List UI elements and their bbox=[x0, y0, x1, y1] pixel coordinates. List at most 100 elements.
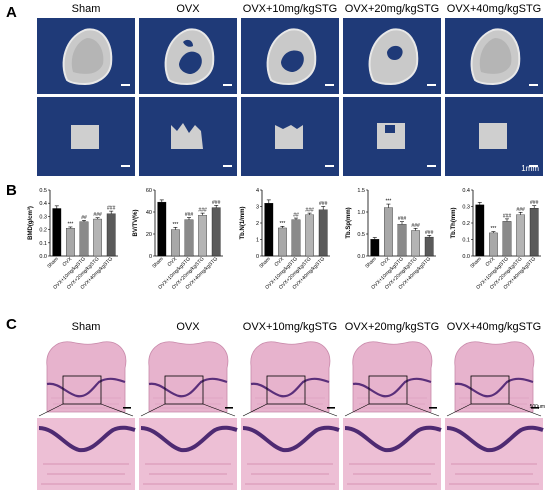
significance-0-4: ### bbox=[107, 206, 116, 212]
significance-2-2: ## bbox=[293, 213, 299, 219]
y-tick-label-0-1: 0.1 bbox=[39, 241, 47, 247]
bar-chart-0: 0.00.10.20.30.40.5BMD(g/cm³)Sham***OVX##… bbox=[27, 188, 118, 291]
bar-1-4 bbox=[211, 207, 221, 257]
y-axis-label-4: Tb.Th(mm) bbox=[451, 208, 457, 239]
bar-1-1 bbox=[171, 229, 180, 257]
he-zoom-marrow-1 bbox=[143, 463, 233, 485]
y-tick-label-0-5: 0.5 bbox=[39, 188, 47, 194]
group-header-c-sham: Sham bbox=[71, 321, 101, 333]
y-tick-label-2-2: 2 bbox=[256, 221, 259, 227]
y-tick-label-1-0: 0 bbox=[149, 254, 152, 260]
y-tick-label-4-4: 0.4 bbox=[462, 188, 470, 194]
he-zoom-line-right-4 bbox=[508, 403, 542, 417]
ct-top-10 bbox=[241, 18, 339, 94]
ct-top-sham bbox=[37, 18, 135, 94]
y-tick-label-1-2: 40 bbox=[146, 210, 152, 216]
significance-4-1: *** bbox=[490, 226, 496, 232]
group-header-a-10: OVX+10mg/kgSTG bbox=[242, 3, 338, 15]
significance-1-4: ### bbox=[212, 200, 221, 206]
y-tick-label-0-4: 0.4 bbox=[39, 201, 47, 207]
he-scale-bar-3 bbox=[429, 407, 437, 409]
he-group-3 bbox=[343, 336, 442, 490]
he-zoom-line-right-3 bbox=[406, 403, 440, 417]
bar-3-3 bbox=[411, 230, 420, 257]
y-tick-label-1-3: 60 bbox=[146, 188, 152, 194]
ct-scale-label: 1mm bbox=[521, 164, 539, 173]
significance-4-3: ### bbox=[516, 207, 525, 213]
y-tick-label-3-1: 0.5 bbox=[357, 232, 365, 238]
he-zoom-box-4 bbox=[470, 375, 510, 405]
significance-0-2: ## bbox=[81, 215, 87, 221]
significance-0-3: ### bbox=[93, 212, 102, 218]
y-tick-label-2-1: 1 bbox=[256, 238, 259, 244]
he-zoom-line-left-2 bbox=[242, 403, 268, 417]
significance-2-1: *** bbox=[279, 221, 285, 227]
panel-label-b: B bbox=[6, 182, 17, 199]
he-zoom-plate-4 bbox=[446, 425, 544, 453]
he-scale-bar-2 bbox=[327, 407, 335, 409]
significance-1-3: ### bbox=[198, 208, 207, 214]
he-zoom-box-3 bbox=[368, 375, 408, 405]
ct-top-images bbox=[37, 18, 543, 94]
bar-0-3 bbox=[93, 218, 102, 257]
bar-2-1 bbox=[278, 227, 287, 257]
ct-top-40 bbox=[445, 18, 543, 94]
he-zoom-plate-0 bbox=[38, 425, 136, 453]
significance-3-4: ### bbox=[425, 230, 434, 236]
group-header-c-40: OVX+40mg/kgSTG bbox=[446, 321, 542, 333]
he-bone-0 bbox=[46, 341, 127, 413]
bar-3-1 bbox=[384, 207, 393, 257]
ct-bottom-40 bbox=[445, 97, 543, 176]
ct-bottom-10 bbox=[241, 97, 339, 176]
bar-4-1 bbox=[489, 232, 498, 257]
he-zoom-line-right-0 bbox=[100, 403, 134, 417]
he-bone-4 bbox=[454, 341, 535, 413]
y-tick-label-4-2: 0.2 bbox=[462, 221, 470, 227]
group-header-a-20: OVX+20mg/kgSTG bbox=[344, 3, 440, 15]
he-panel: 500μm bbox=[37, 336, 545, 491]
he-zoom-marrow-0 bbox=[41, 463, 131, 485]
he-group-0 bbox=[37, 336, 136, 490]
y-tick-label-3-2: 1.0 bbox=[357, 210, 365, 216]
x-tick-label-2-0: Sham bbox=[258, 256, 271, 269]
he-scale-bar-1 bbox=[225, 407, 233, 409]
significance-1-2: ### bbox=[185, 212, 194, 218]
he-bone-1 bbox=[148, 341, 229, 413]
significance-3-3: ### bbox=[411, 223, 420, 229]
bar-2-4 bbox=[318, 209, 328, 257]
he-zoom-line-left-3 bbox=[344, 403, 370, 417]
bar-4-4 bbox=[529, 207, 539, 257]
x-tick-label-1-0: Sham bbox=[151, 256, 164, 269]
y-tick-label-0-3: 0.3 bbox=[39, 214, 47, 220]
he-group-4 bbox=[445, 336, 544, 490]
y-tick-label-2-4: 4 bbox=[256, 188, 259, 194]
ct-bottom-sham bbox=[37, 97, 135, 176]
he-group-2 bbox=[241, 336, 340, 490]
y-tick-label-1-1: 20 bbox=[146, 232, 152, 238]
bar-4-3 bbox=[516, 214, 525, 257]
panel-label-c: C bbox=[6, 316, 17, 333]
x-tick-label-4-0: Sham bbox=[469, 256, 482, 269]
ct-top-row bbox=[37, 18, 545, 94]
significance-2-3: ### bbox=[305, 208, 314, 214]
he-bone-2 bbox=[250, 341, 331, 413]
y-tick-label-0-0: 0.0 bbox=[39, 254, 47, 260]
significance-4-2: ### bbox=[503, 213, 512, 219]
he-zoom-line-left-1 bbox=[140, 403, 166, 417]
bar-charts-panel: 0.0 0.1 0.2 0.3 0.4 0.5 BMD(g/cm³) Sham *** OVX ##… bbox=[0, 182, 550, 314]
bar-chart-2: 01234Tb.N(1/mm)Sham***OVX##OVX+10mg/kgST… bbox=[240, 188, 330, 291]
group-header-a-ovx: OVX bbox=[176, 3, 200, 15]
bar-2-2 bbox=[291, 219, 301, 257]
y-tick-label-2-3: 3 bbox=[256, 205, 259, 211]
y-axis-label-3: Tb.Sp(mm) bbox=[346, 207, 352, 238]
he-zoom-plate-1 bbox=[140, 425, 238, 453]
y-tick-label-0-2: 0.2 bbox=[39, 228, 47, 234]
bar-1-0 bbox=[157, 201, 167, 257]
he-zoom-line-right-2 bbox=[304, 403, 338, 417]
bar-chart-4: 0.00.10.20.30.4Tb.Th(mm)Sham***OVX###OVX… bbox=[451, 188, 541, 291]
y-tick-label-4-1: 0.1 bbox=[462, 238, 470, 244]
he-scale-bar-0 bbox=[123, 407, 131, 409]
he-scale-bar-4 bbox=[531, 407, 539, 409]
significance-3-1: *** bbox=[385, 199, 391, 205]
ct-top-ovx bbox=[139, 18, 237, 94]
